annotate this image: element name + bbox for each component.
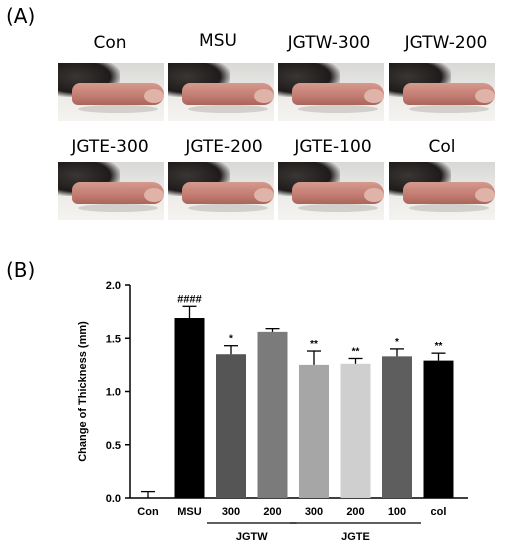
paw-photo-jgte-200 <box>168 162 274 220</box>
significance-marker: ** <box>310 339 318 350</box>
bar <box>423 360 454 498</box>
paw-photo-col <box>389 162 495 220</box>
photo-label-jgte-100: JGTE-100 <box>294 137 372 157</box>
photo-label-msu: MSU <box>199 31 237 51</box>
photo-label-col: Col <box>428 137 456 157</box>
paw-photo-jgte-300 <box>58 162 164 220</box>
y-tick-label: 0.5 <box>106 440 121 452</box>
bar <box>382 356 412 498</box>
y-tick-label: 1.0 <box>106 387 121 399</box>
bar <box>216 354 246 498</box>
photo-label-con: Con <box>93 33 127 53</box>
x-tick-label: Con <box>137 506 159 518</box>
y-axis-label: Change of Thickness (mm) <box>77 321 89 462</box>
significance-marker: ** <box>352 346 360 357</box>
significance-marker: * <box>395 337 399 348</box>
bar <box>174 318 205 498</box>
x-tick-label: col <box>431 506 447 518</box>
group-label: JGTW <box>236 531 268 543</box>
photo-label-jgtw-300: JGTW-300 <box>287 33 371 53</box>
photo-label-jgte-300: JGTE-300 <box>71 137 149 157</box>
group-label: JGTE <box>341 531 370 543</box>
significance-marker: ** <box>435 341 443 352</box>
x-tick-label: 300 <box>222 506 240 518</box>
x-tick-label: 200 <box>263 506 281 518</box>
significance-marker: #### <box>177 293 201 305</box>
paw-photo-con <box>58 63 164 121</box>
y-tick-label: 1.5 <box>106 333 121 345</box>
x-tick-label: 300 <box>305 506 323 518</box>
bar <box>299 364 329 498</box>
bar <box>340 363 371 498</box>
bar <box>257 331 288 498</box>
x-tick-label: 100 <box>388 506 406 518</box>
panel-a-label: (A) <box>6 4 36 28</box>
panel-b-label: (B) <box>6 258 36 282</box>
photo-label-jgte-200: JGTE-200 <box>185 137 263 157</box>
paw-photo-jgte-100 <box>278 162 384 220</box>
x-tick-label: MSU <box>177 506 202 518</box>
y-tick-label: 2.0 <box>106 280 121 292</box>
paw-photo-msu <box>168 63 274 121</box>
x-tick-label: 200 <box>346 506 364 518</box>
y-tick-label: 0.0 <box>106 493 121 505</box>
paw-photo-jgtw-200 <box>389 63 495 121</box>
significance-marker: * <box>229 334 233 345</box>
photo-label-jgtw-200: JGTW-200 <box>404 33 488 53</box>
paw-photo-jgtw-300 <box>278 63 384 121</box>
